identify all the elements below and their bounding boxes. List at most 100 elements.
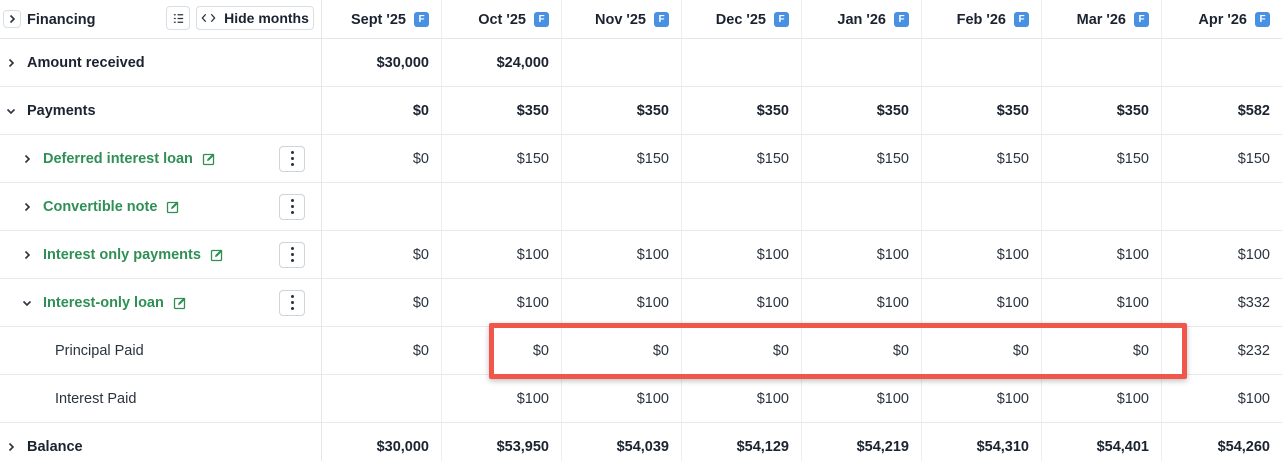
value-cell[interactable]: $54,310 [922,423,1042,461]
hide-months-button[interactable]: Hide months [196,6,314,30]
value-cell[interactable] [802,39,922,86]
forecast-badge[interactable]: F [1134,12,1149,27]
value-cell[interactable]: $100 [562,279,682,326]
edit-icon[interactable] [202,152,216,166]
value-cell[interactable]: $0 [322,231,442,278]
forecast-badge[interactable]: F [414,12,429,27]
value-cell[interactable]: $30,000 [322,39,442,86]
value-cell[interactable]: $350 [562,87,682,134]
edit-icon[interactable] [166,200,180,214]
value-cell[interactable]: $53,950 [442,423,562,461]
forecast-badge[interactable]: F [1014,12,1029,27]
value-cell[interactable]: $100 [1237,390,1270,407]
value-cell[interactable]: $0 [322,327,442,374]
forecast-badge[interactable]: F [894,12,909,27]
row-label[interactable]: Deferred interest loan [43,150,193,167]
chevron-right-icon[interactable] [2,54,20,72]
value-cell[interactable]: $54,401 [1042,423,1162,461]
value-cell[interactable]: $0 [322,135,442,182]
row-label[interactable]: Interest only payments [43,246,201,263]
value-cell[interactable]: $24,000 [442,39,562,86]
value-cell[interactable]: $0 [802,327,922,374]
row-label[interactable]: Interest-only loan [43,294,164,311]
value-cell[interactable] [1042,39,1162,86]
value-cell[interactable]: $100 [682,231,802,278]
chevron-right-icon[interactable] [3,10,21,28]
chevron-right-icon[interactable] [2,438,20,456]
value-cell[interactable]: $350 [442,87,562,134]
value-cell[interactable] [1162,39,1282,86]
value-cell[interactable]: $100 [442,231,562,278]
chevron-right-icon[interactable] [18,246,36,264]
forecast-badge[interactable]: F [654,12,669,27]
value-cell[interactable] [682,39,802,86]
value-cell[interactable]: $150 [802,135,922,182]
value-cell[interactable]: $0 [442,327,562,374]
value-cell[interactable]: $332 [1237,294,1270,311]
value-cell[interactable]: $100 [442,279,562,326]
value-cell[interactable]: $100 [682,279,802,326]
value-cell[interactable]: $100 [682,375,802,422]
more-options-button[interactable] [279,193,305,220]
value-cell[interactable]: $54,260 [1217,439,1270,455]
value-cell[interactable]: $100 [922,375,1042,422]
value-cell[interactable]: $100 [1042,375,1162,422]
value-cell[interactable]: $150 [1237,150,1270,167]
value-cell[interactable]: $0 [562,327,682,374]
value-cell[interactable]: $100 [1042,279,1162,326]
value-cell[interactable]: $150 [682,135,802,182]
value-cell[interactable] [922,39,1042,86]
value-cell[interactable] [922,183,1042,230]
value-cell[interactable]: $150 [562,135,682,182]
value-cell[interactable]: $54,219 [802,423,922,461]
row-label[interactable]: Convertible note [43,198,158,215]
value-cell[interactable]: $30,000 [322,423,442,461]
value-cell[interactable] [682,183,802,230]
value-cell[interactable] [322,375,442,422]
row-display-toggle-button[interactable] [166,6,190,30]
value-cell[interactable] [562,39,682,86]
value-cell[interactable]: $350 [922,87,1042,134]
value-cell[interactable] [562,183,682,230]
forecast-badge[interactable]: F [534,12,549,27]
value-cell[interactable]: $100 [802,231,922,278]
value-cell[interactable]: $100 [442,375,562,422]
value-cell[interactable]: $100 [562,375,682,422]
value-cell[interactable]: $100 [562,231,682,278]
value-cell[interactable] [442,183,562,230]
value-cell[interactable]: $100 [1237,246,1270,263]
chevron-right-icon[interactable] [18,150,36,168]
value-cell[interactable]: $100 [922,279,1042,326]
more-options-button[interactable] [279,145,305,172]
forecast-badge[interactable]: F [774,12,789,27]
value-cell[interactable]: $54,039 [562,423,682,461]
more-options-button[interactable] [279,289,305,316]
forecast-badge[interactable]: F [1255,12,1270,27]
value-cell[interactable] [1162,183,1282,230]
edit-icon[interactable] [173,296,187,310]
value-cell[interactable] [322,183,442,230]
value-cell[interactable]: $100 [802,375,922,422]
value-cell[interactable]: $0 [322,87,442,134]
value-cell[interactable]: $150 [1042,135,1162,182]
value-cell[interactable]: $232 [1237,342,1270,359]
value-cell[interactable]: $582 [1237,102,1270,119]
chevron-right-icon[interactable] [18,198,36,216]
value-cell[interactable]: $100 [922,231,1042,278]
value-cell[interactable] [1042,183,1162,230]
chevron-down-icon[interactable] [18,294,36,312]
value-cell[interactable]: $54,129 [682,423,802,461]
value-cell[interactable]: $100 [1042,231,1162,278]
value-cell[interactable]: $150 [922,135,1042,182]
value-cell[interactable]: $350 [682,87,802,134]
value-cell[interactable]: $350 [1042,87,1162,134]
chevron-down-icon[interactable] [2,102,20,120]
value-cell[interactable]: $150 [442,135,562,182]
value-cell[interactable]: $0 [322,279,442,326]
value-cell[interactable]: $350 [802,87,922,134]
value-cell[interactable]: $0 [682,327,802,374]
edit-icon[interactable] [210,248,224,262]
value-cell[interactable]: $0 [1042,327,1162,374]
value-cell[interactable]: $0 [922,327,1042,374]
value-cell[interactable] [802,183,922,230]
